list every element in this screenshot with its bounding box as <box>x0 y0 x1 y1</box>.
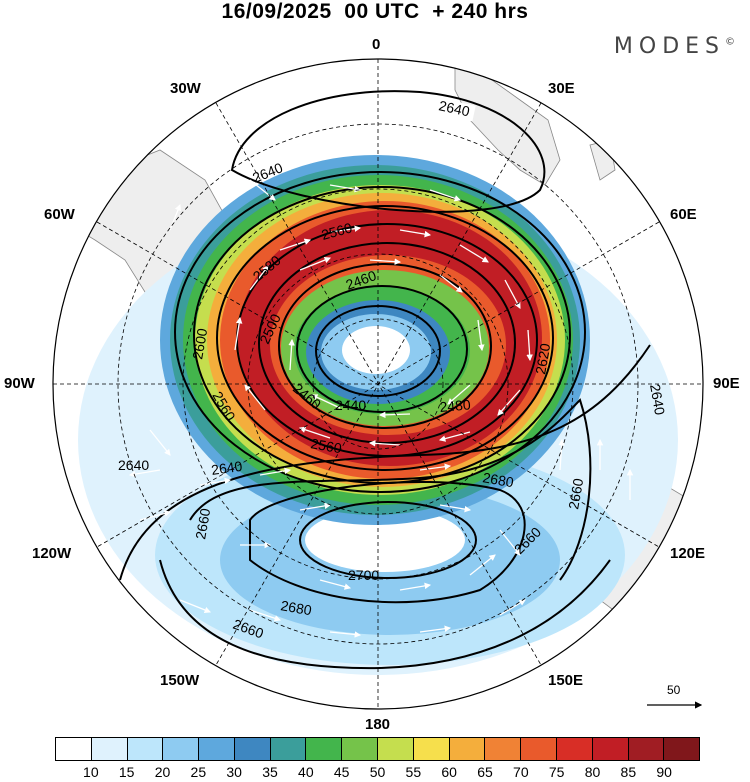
lon-label-120e: 120E <box>670 545 706 562</box>
colorbar-tick-label: 70 <box>513 764 529 780</box>
colorbar-tick-label: 80 <box>584 764 601 780</box>
colorbar-tick-label: 55 <box>405 764 422 780</box>
colorbar-tick-label: 35 <box>262 764 278 780</box>
copyright-mark: © <box>725 36 735 48</box>
contour-label: 2660 <box>192 507 213 541</box>
colorbar-tick-label: 40 <box>298 764 314 780</box>
colorbar-swatch <box>270 738 307 760</box>
lon-label-90w: 90W <box>4 375 35 392</box>
contour-label: 2600 <box>189 327 210 361</box>
wind-reference-arrow-icon <box>647 701 703 709</box>
colorbar-tick-label: 30 <box>226 764 242 780</box>
lon-label-30e: 30E <box>548 80 575 97</box>
lon-label-30w: 30W <box>170 80 201 97</box>
colorbar-tick-label: 10 <box>83 764 99 780</box>
colorbar-swatch <box>306 738 343 760</box>
contour-label: 2660 <box>565 477 586 511</box>
wind-reference-value: 50 <box>667 683 681 697</box>
wind-streamlines <box>128 129 634 641</box>
colorbar-swatch <box>556 738 593 760</box>
map-title: 16/09/2025 00 UTC + 240 hrs <box>221 0 529 23</box>
colorbar-swatch <box>664 738 700 760</box>
colorbar-swatch <box>521 738 557 760</box>
lon-label-90e: 90E <box>713 375 740 392</box>
colorbar-swatch <box>199 738 235 760</box>
colorbar-swatch <box>449 738 486 760</box>
map-field: 2640 2640 2640 2640 2640 2620 2600 2580 … <box>53 59 703 709</box>
colorbar-ticks: 10 15 20 25 30 35 40 45 50 55 60 65 70 75 80 85 90 <box>55 764 700 782</box>
contour-label: 2640 <box>210 458 243 478</box>
map-boundary <box>52 58 704 710</box>
contour-label: 2640 <box>647 383 668 417</box>
colorbar-tick-label: 15 <box>118 764 135 780</box>
contour-label: 2700 <box>348 567 379 583</box>
colorbar-swatch <box>485 738 522 760</box>
colorbar <box>55 737 700 761</box>
colorbar-swatch <box>592 738 629 760</box>
lon-label-150e: 150E <box>548 672 584 689</box>
colorbar-tick-label: 50 <box>369 764 386 780</box>
contour-label: 2680 <box>481 469 515 490</box>
colorbar-tick-label: 45 <box>333 764 350 780</box>
graticule <box>53 59 703 709</box>
colorbar-swatch <box>342 738 379 760</box>
colorbar-swatch <box>163 738 200 760</box>
contour-label: 2640 <box>118 457 149 473</box>
colorbar-tick-label: 65 <box>477 764 493 780</box>
contour-label: 2640 <box>437 97 471 119</box>
colorbar-swatch <box>56 738 92 760</box>
colorbar-tick-label: 60 <box>441 764 457 780</box>
brand-text: MODES <box>613 34 725 59</box>
contour-label: 2560 <box>309 435 343 456</box>
lon-label-0: 0 <box>372 36 381 53</box>
colorbar-tick-label: 20 <box>154 764 171 780</box>
colorbar-swatch <box>413 738 450 760</box>
colorbar-tick-label: 90 <box>656 764 672 780</box>
modes-logo: MODES© <box>614 34 735 59</box>
colorbar-tick-label: 25 <box>190 764 207 780</box>
colorbar-swatch <box>91 738 128 760</box>
colorbar-swatch <box>127 738 164 760</box>
lon-label-180: 180 <box>365 716 391 733</box>
colorbar-tick-label: 85 <box>620 764 637 780</box>
lon-label-60e: 60E <box>670 206 697 223</box>
colorbar-swatch <box>234 738 271 760</box>
contour-label: 2680 <box>279 597 313 618</box>
wind-reference: 50 <box>645 683 705 713</box>
contour-label: 2480 <box>439 396 472 415</box>
lon-label-120w: 120W <box>32 545 72 562</box>
colorbar-swatch <box>628 738 665 760</box>
colorbar-tick-label: 75 <box>548 764 565 780</box>
contour-label: 2440 <box>335 397 366 413</box>
contour-label: 2560 <box>320 219 354 243</box>
colorbar-swatch <box>378 738 414 760</box>
contour-label: 2620 <box>532 342 553 376</box>
lon-label-150w: 150W <box>160 672 200 689</box>
lon-label-60w: 60W <box>44 206 75 223</box>
